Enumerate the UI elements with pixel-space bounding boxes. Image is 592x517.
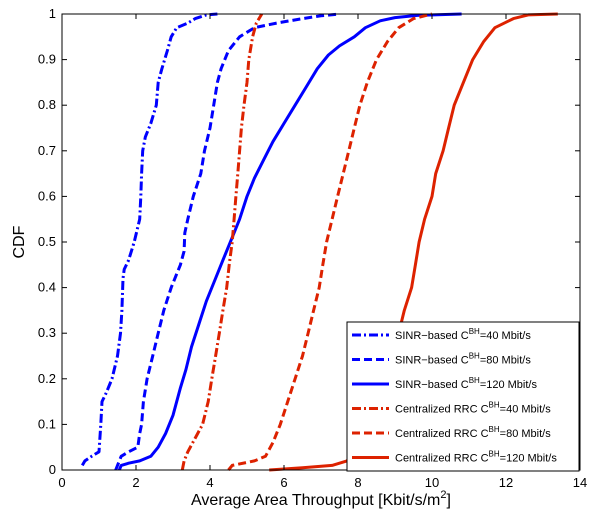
- x-axis-label: Average Area Throughput [Kbit/s/m2]: [191, 489, 451, 509]
- x-axis-label-end: ]: [447, 492, 451, 509]
- series-line-2: [114, 12, 340, 471]
- series-line-1: [81, 12, 218, 467]
- y-axis-label: CDF: [11, 225, 28, 258]
- y-tick-label: 0.1: [38, 416, 56, 431]
- legend-label-2: SINR−based CBH=80 Mbit/s: [395, 352, 531, 367]
- y-tick-label: 0.7: [38, 143, 56, 158]
- y-tick-label: 0.2: [38, 371, 56, 386]
- x-axis-label-main: Average Area Throughput [Kbit/s/m: [191, 492, 440, 509]
- series-line-4: [180, 13, 264, 471]
- x-tick-label: 8: [354, 475, 361, 490]
- legend-label-6: Centralized RRC CBH=120 Mbit/s: [395, 450, 557, 465]
- y-tick-label: 0.5: [38, 234, 56, 249]
- series-layer: [81, 12, 558, 472]
- legend: SINR−based CBH=40 Mbit/s SINR−based CBH=8…: [346, 321, 580, 472]
- y-tick-label: 0.4: [38, 280, 56, 295]
- x-tick-label: 6: [280, 475, 287, 490]
- y-tick-label: 0: [49, 462, 56, 477]
- legend-label-4: Centralized RRC CBH=40 Mbit/s: [395, 401, 551, 416]
- legend-label-5: Centralized RRC CBH=80 Mbit/s: [395, 425, 551, 440]
- x-tick-label: 4: [206, 475, 213, 490]
- legend-label-3: SINR−based CBH=120 Mbit/s: [395, 376, 537, 391]
- x-tick-label: 12: [499, 475, 513, 490]
- series-line-3: [117, 12, 462, 471]
- x-tick-label: 0: [58, 475, 65, 490]
- y-tick-label: 0.3: [38, 325, 56, 340]
- y-tick-label: 0.8: [38, 97, 56, 112]
- x-tick-label: 14: [573, 475, 587, 490]
- legend-box: [346, 321, 580, 472]
- y-tick-label: 0.9: [38, 52, 56, 67]
- tick-layer: 0 2 4 6 8 10 12 14 0 0.1 0.2 0.3 0.4 0.5 0.6 0.7 0.8 0.9 1: [38, 6, 587, 490]
- x-axis-label-superscript: 2: [440, 489, 446, 501]
- series-line-5: [227, 12, 433, 471]
- y-tick-label: 1: [49, 6, 56, 21]
- y-tick-label: 0.6: [38, 188, 56, 203]
- x-tick-label: 10: [425, 475, 439, 490]
- legend-label-1: SINR−based CBH=40 Mbit/s: [395, 327, 531, 342]
- x-tick-label: 2: [132, 475, 139, 490]
